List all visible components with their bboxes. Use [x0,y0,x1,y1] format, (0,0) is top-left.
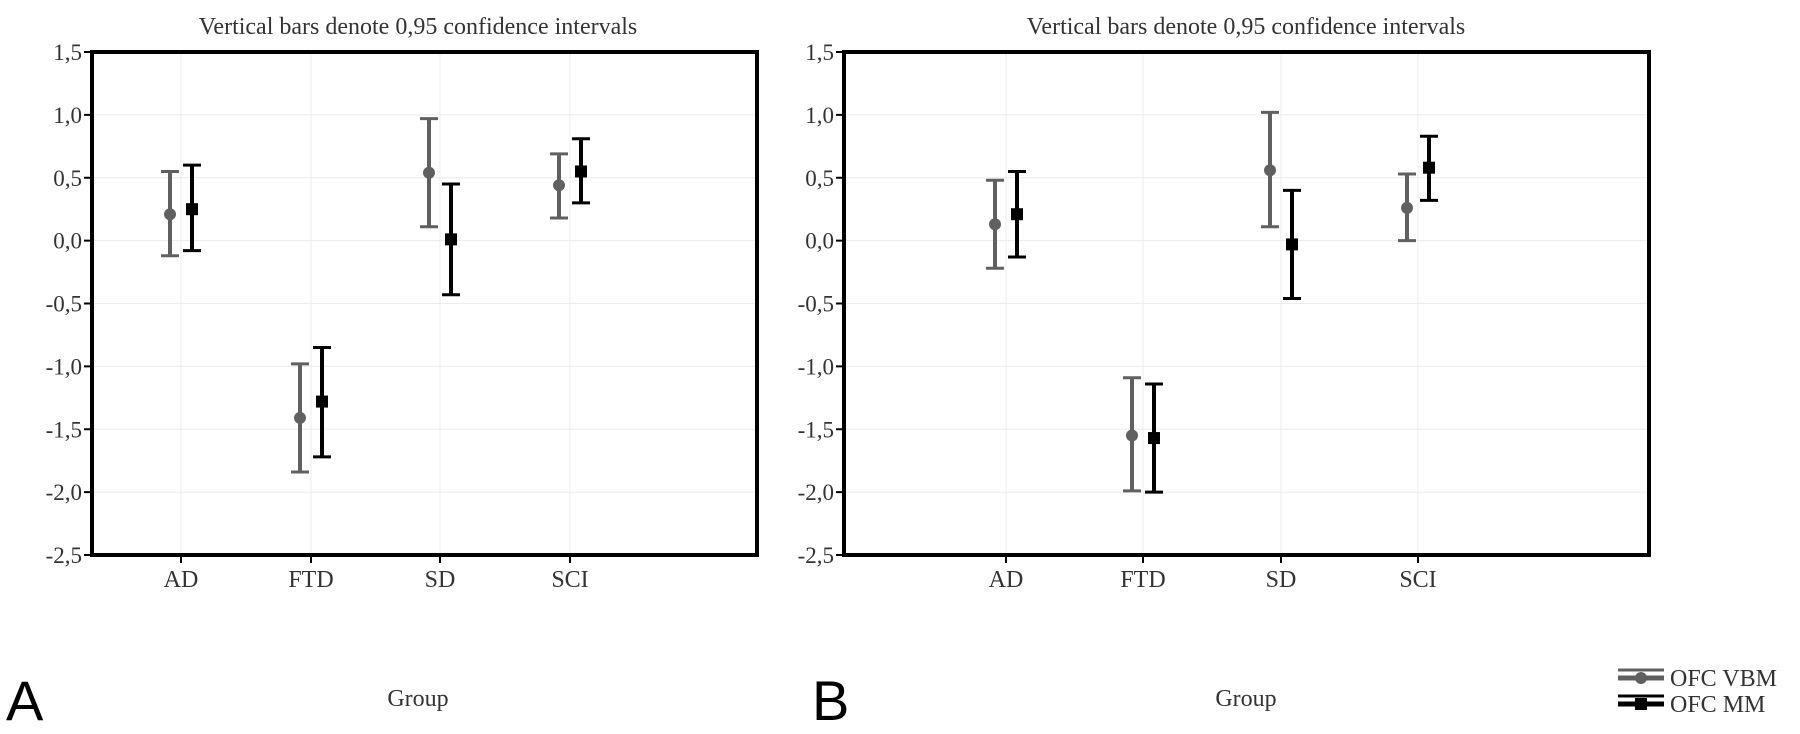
panel-letter-b: B [812,669,849,732]
point-marker-vbm [423,166,435,179]
legend-swatch-mm-marker [1635,698,1647,710]
y-tick-label: -2,0 [798,480,834,505]
x-tick-label: FTD [1120,567,1165,593]
y-tick-label: -1,5 [46,417,82,442]
y-tick-label: -2,0 [46,480,82,505]
point-marker-mm [575,165,587,178]
plot-frame [842,50,1651,557]
y-tick-label: -1,5 [798,417,834,442]
point-marker-vbm [989,218,1001,231]
legend-label-ofc-vbm: OFC VBM [1670,666,1777,692]
legend-swatch-vbm-marker [1635,672,1647,684]
point-marker-mm [186,203,198,216]
legend-item-ofc-mm: OFC MM [1618,692,1765,718]
legend-item-ofc-vbm: OFC VBM [1618,666,1777,692]
x-tick-label: SCI [1399,567,1436,593]
y-tick-label: -1,0 [798,354,834,379]
y-tick-label: -0,5 [46,292,82,317]
y-tick-label: 0,0 [53,229,82,254]
chart-title-a: Vertical bars denote 0,95 confidence int… [199,14,638,40]
point-marker-vbm [294,411,306,424]
y-tick-label: -0,5 [798,292,834,317]
point-marker-mm [316,395,328,408]
point-marker-mm [1011,208,1023,221]
point-marker-mm [445,233,457,246]
y-tick-label: -2,5 [46,543,82,568]
point-marker-vbm [553,179,565,192]
y-tick-label: -1,0 [46,354,82,379]
point-marker-vbm [1264,164,1276,177]
y-tick-label: 1,0 [805,103,834,128]
chart-title-b: Vertical bars denote 0,95 confidence int… [1027,14,1466,40]
x-tick-label: SD [1266,567,1297,593]
point-marker-mm [1148,432,1160,445]
legend-label-ofc-mm: OFC MM [1670,692,1765,718]
x-axis-label-b: Group [1215,686,1276,712]
chart-legend: OFC VBM OFC MM [1618,666,1777,718]
panel-letter-a: A [6,669,44,732]
point-marker-mm [1423,161,1435,174]
y-tick-label: 0,5 [805,166,834,191]
y-tick-label: 1,5 [805,40,834,65]
point-marker-mm [1286,238,1298,251]
y-tick-label: 1,5 [53,40,82,65]
point-marker-vbm [1401,201,1413,214]
x-tick-label: AD [164,567,199,593]
x-tick-label: SCI [551,567,588,593]
plot-area-a: 1,5 1,0 0,5 0,0 -0,5 -1,0 -1,5 -2,0 -2,5 AD FTD SD S… [46,40,759,593]
y-tick-label: 1,0 [53,103,82,128]
x-axis-label-a: Group [387,686,448,712]
plot-area-b: 1,5 1,0 0,5 0,0 -0,5 -1,0 -1,5 -2,0 -2,5 AD FTD SD S… [798,40,1651,593]
y-tick-label: 0,5 [53,166,82,191]
x-tick-label: SD [425,567,456,593]
chart-panel-a: Vertical bars denote 0,95 confidence int… [6,14,759,732]
x-tick-label: AD [989,567,1024,593]
x-tick-label: FTD [288,567,333,593]
y-tick-label: -2,5 [798,543,834,568]
point-marker-vbm [164,208,176,221]
point-marker-vbm [1126,429,1138,442]
y-tick-label: 0,0 [805,229,834,254]
chart-panel-b: Vertical bars denote 0,95 confidence int… [798,14,1651,732]
plot-frame [90,50,759,557]
